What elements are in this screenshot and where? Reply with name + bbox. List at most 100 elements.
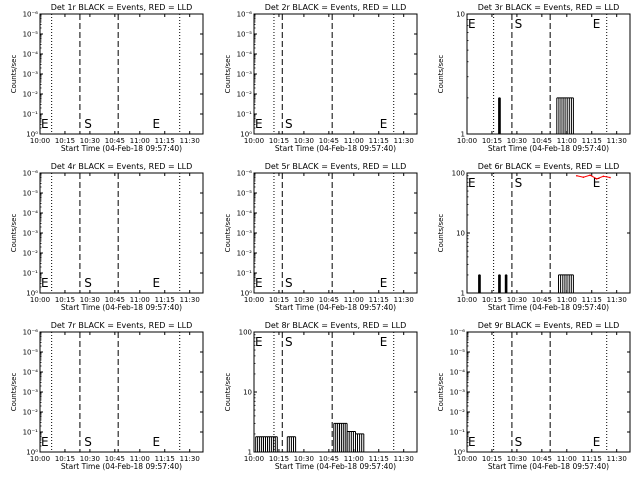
y-tick-label: 10⁰ xyxy=(26,290,38,298)
x-axis-label: Start Time (04-Feb-18 09:57:40) xyxy=(275,144,396,153)
marker-e: E xyxy=(380,117,388,131)
x-tick-label: 11:30 xyxy=(394,455,414,463)
marker-s: S xyxy=(515,435,523,449)
x-tick-label: 10:00 xyxy=(30,137,50,145)
event-burst xyxy=(286,436,297,452)
y-tick-label: 10⁻⁴ xyxy=(23,51,39,59)
y-tick-label: 10⁻⁴ xyxy=(23,210,39,218)
y-tick-label: 10⁻¹ xyxy=(23,429,39,437)
x-tick-label: 10:15 xyxy=(269,296,289,304)
y-tick-label: 10⁰ xyxy=(240,131,252,139)
x-tick-label: 11:15 xyxy=(582,137,602,145)
x-tick-label: 11:00 xyxy=(130,296,150,304)
marker-s: S xyxy=(285,276,293,290)
x-tick-label: 10:30 xyxy=(294,137,314,145)
y-tick-label: 10 xyxy=(456,230,465,238)
y-tick-label: 10⁻¹ xyxy=(23,111,39,119)
x-tick-label: 10:00 xyxy=(244,137,264,145)
y-tick-label: 10⁻⁶ xyxy=(237,170,253,178)
x-axis-label: Start Time (04-Feb-18 09:57:40) xyxy=(61,462,182,471)
marker-e: E xyxy=(255,335,263,349)
y-axis-label: Counts/sec xyxy=(437,214,445,253)
x-tick-label: 11:00 xyxy=(344,455,364,463)
plot-frame xyxy=(39,13,204,135)
y-tick-label: 10⁻³ xyxy=(23,230,39,238)
x-axis-label: Start Time (04-Feb-18 09:57:40) xyxy=(61,303,182,312)
marker-e: E xyxy=(593,176,601,190)
y-tick-label: 10⁻⁶ xyxy=(450,329,466,337)
y-tick-label: 10⁻⁶ xyxy=(23,329,39,337)
event-burst xyxy=(558,274,574,293)
x-tick-label: 11:15 xyxy=(155,137,175,145)
marker-e: E xyxy=(380,335,388,349)
marker-e: E xyxy=(152,117,160,131)
x-tick-label: 11:00 xyxy=(130,137,150,145)
marker-s: S xyxy=(285,117,293,131)
marker-e: E xyxy=(41,276,49,290)
x-axis-label: Start Time (04-Feb-18 09:57:40) xyxy=(61,144,182,153)
x-tick-label: 10:15 xyxy=(482,137,502,145)
marker-e: E xyxy=(41,117,49,131)
marker-e: E xyxy=(255,117,263,131)
x-tick-label: 10:45 xyxy=(105,296,125,304)
x-tick-label: 10:45 xyxy=(319,296,339,304)
y-tick-label: 100 xyxy=(452,170,465,178)
panel-title: Det 6r BLACK = Events, RED = LLD xyxy=(478,162,620,171)
panel-det-7: Det 7r BLACK = Events, RED = LLD 10⁰ 10⁻¹ 1… xyxy=(10,321,204,471)
x-tick-label: 10:30 xyxy=(80,455,100,463)
panel-det-6: Det 6r BLACK = Events, RED = LLD 1 10 100 Co… xyxy=(437,162,631,312)
y-tick-label: 10⁻⁶ xyxy=(237,11,253,19)
x-tick-label: 11:15 xyxy=(582,455,602,463)
x-tick-label: 11:00 xyxy=(344,296,364,304)
marker-e: E xyxy=(380,276,388,290)
x-tick-label: 10:30 xyxy=(80,296,100,304)
plot-frame xyxy=(253,172,418,294)
panel-title: Det 7r BLACK = Events, RED = LLD xyxy=(51,321,193,330)
panel-det-1: Det 1r BLACK = Events, RED = LLD 10⁰ 10⁻¹ 1… xyxy=(10,3,204,153)
marker-s: S xyxy=(515,176,523,190)
event-burst xyxy=(355,433,365,452)
x-tick-label: 11:00 xyxy=(344,137,364,145)
y-tick-label: 10⁻³ xyxy=(237,230,253,238)
y-tick-label: 10⁻⁶ xyxy=(23,11,39,19)
x-tick-label: 10:00 xyxy=(30,455,50,463)
x-axis-label: Start Time (04-Feb-18 09:57:40) xyxy=(275,303,396,312)
event-burst xyxy=(333,422,348,452)
x-tick-label: 10:15 xyxy=(482,296,502,304)
marker-e: E xyxy=(152,435,160,449)
marker-s: S xyxy=(285,335,293,349)
y-axis-label: Counts/sec xyxy=(224,55,232,94)
y-tick-label: 10⁻⁴ xyxy=(450,369,466,377)
panel-title: Det 8r BLACK = Events, RED = LLD xyxy=(265,321,407,330)
y-tick-label: 10⁰ xyxy=(240,290,252,298)
marker-e: E xyxy=(468,435,476,449)
y-tick-label: 10⁻¹ xyxy=(237,270,253,278)
y-tick-label: 10⁻⁵ xyxy=(237,31,253,39)
marker-e: E xyxy=(41,435,49,449)
x-tick-label: 11:15 xyxy=(369,455,389,463)
y-axis-label: Counts/sec xyxy=(224,373,232,412)
panel-title: Det 1r BLACK = Events, RED = LLD xyxy=(51,3,193,12)
marker-e: E xyxy=(152,276,160,290)
x-tick-label: 10:00 xyxy=(244,455,264,463)
y-tick-label: 1 xyxy=(248,449,252,457)
x-axis-label: Start Time (04-Feb-18 09:57:40) xyxy=(488,462,609,471)
y-tick-label: 10⁻¹ xyxy=(23,270,39,278)
panel-det-8: Det 8r BLACK = Events, RED = LLD 1 10 100 Co… xyxy=(224,321,418,471)
y-tick-label: 10⁻² xyxy=(23,91,39,99)
plot-frame xyxy=(39,172,204,294)
x-axis-label: Start Time (04-Feb-18 09:57:40) xyxy=(488,144,609,153)
x-tick-label: 10:45 xyxy=(532,296,552,304)
y-axis-label: Counts/sec xyxy=(10,214,18,253)
panel-title: Det 2r BLACK = Events, RED = LLD xyxy=(265,3,407,12)
y-tick-label: 10⁻² xyxy=(450,409,466,417)
y-tick-label: 10⁻² xyxy=(23,409,39,417)
event-burst xyxy=(556,97,574,134)
y-tick-label: 10 xyxy=(243,389,252,397)
x-axis-label: Start Time (04-Feb-18 09:57:40) xyxy=(488,303,609,312)
y-tick-label: 10⁰ xyxy=(453,449,465,457)
y-axis-label: Counts/sec xyxy=(10,373,18,412)
plot-frame xyxy=(253,13,418,135)
x-tick-label: 11:00 xyxy=(130,455,150,463)
